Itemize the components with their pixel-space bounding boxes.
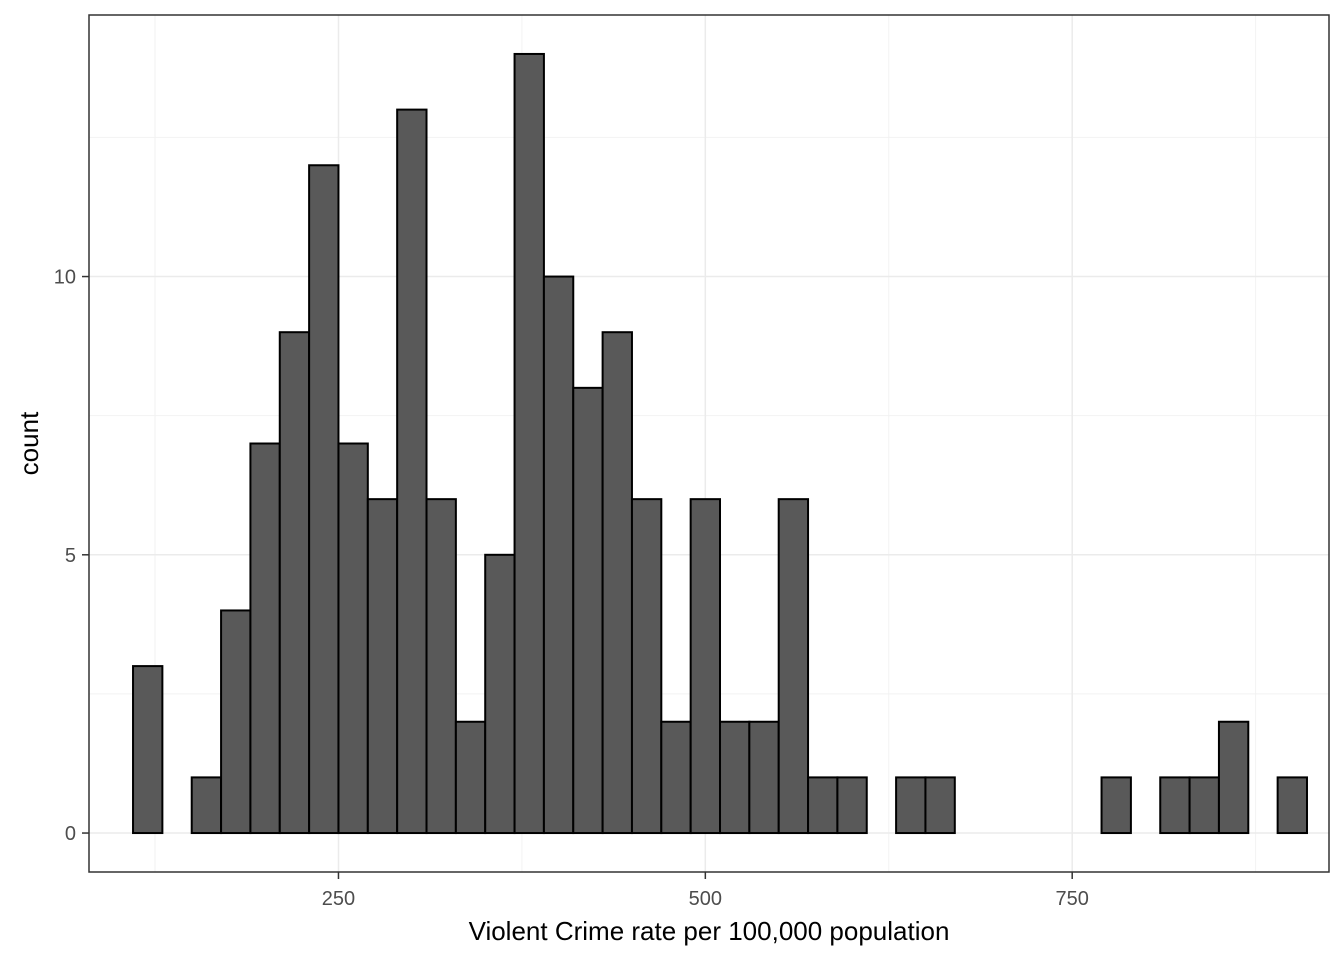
histogram-bar [777, 498, 810, 835]
histogram-bar [660, 720, 692, 835]
histogram-bar [1159, 776, 1191, 835]
histogram-bar [337, 442, 369, 835]
histogram-bar [572, 386, 604, 835]
histogram-bar [366, 498, 399, 835]
panel-border [88, 14, 1330, 873]
histogram-bar [425, 498, 457, 835]
histogram-bar [1276, 776, 1308, 835]
x-tick-label: 250 [322, 888, 355, 910]
histogram-bar [924, 776, 956, 835]
y-tick-label: 0 [65, 823, 76, 845]
histogram-bar [484, 553, 516, 835]
y-axis: 0 5 10 [54, 267, 89, 845]
x-tick-label: 750 [1056, 888, 1089, 910]
y-tick-label: 10 [54, 267, 76, 289]
histogram-bar [836, 776, 868, 835]
histogram-bar [190, 776, 223, 835]
histogram-bar [1217, 720, 1250, 835]
histogram-bar [601, 331, 633, 835]
histogram-bar [249, 442, 281, 835]
histogram-bar [748, 720, 780, 835]
histogram-bar [513, 52, 545, 835]
y-axis-title: count [14, 411, 44, 475]
histogram-bar [454, 720, 487, 835]
histogram-bar [220, 609, 252, 835]
histogram-bar [308, 164, 340, 835]
histogram-bar [1100, 776, 1132, 835]
histogram-bar [132, 665, 164, 835]
histogram-bar [396, 108, 428, 835]
histogram-bar [895, 776, 927, 835]
x-axis-title: Violent Crime rate per 100,000 populatio… [469, 916, 950, 946]
histogram-bar [278, 331, 311, 835]
x-axis: 250 500 750 [322, 872, 1089, 910]
y-tick-label: 5 [65, 545, 76, 567]
histogram-bar [807, 776, 839, 835]
histogram-bars [132, 52, 1308, 835]
histogram-bar [719, 720, 751, 835]
histogram-bar [689, 498, 722, 835]
x-tick-label: 500 [689, 888, 722, 910]
histogram-bar [542, 275, 575, 835]
histogram-bar [630, 498, 663, 835]
histogram-bar [1188, 776, 1220, 835]
